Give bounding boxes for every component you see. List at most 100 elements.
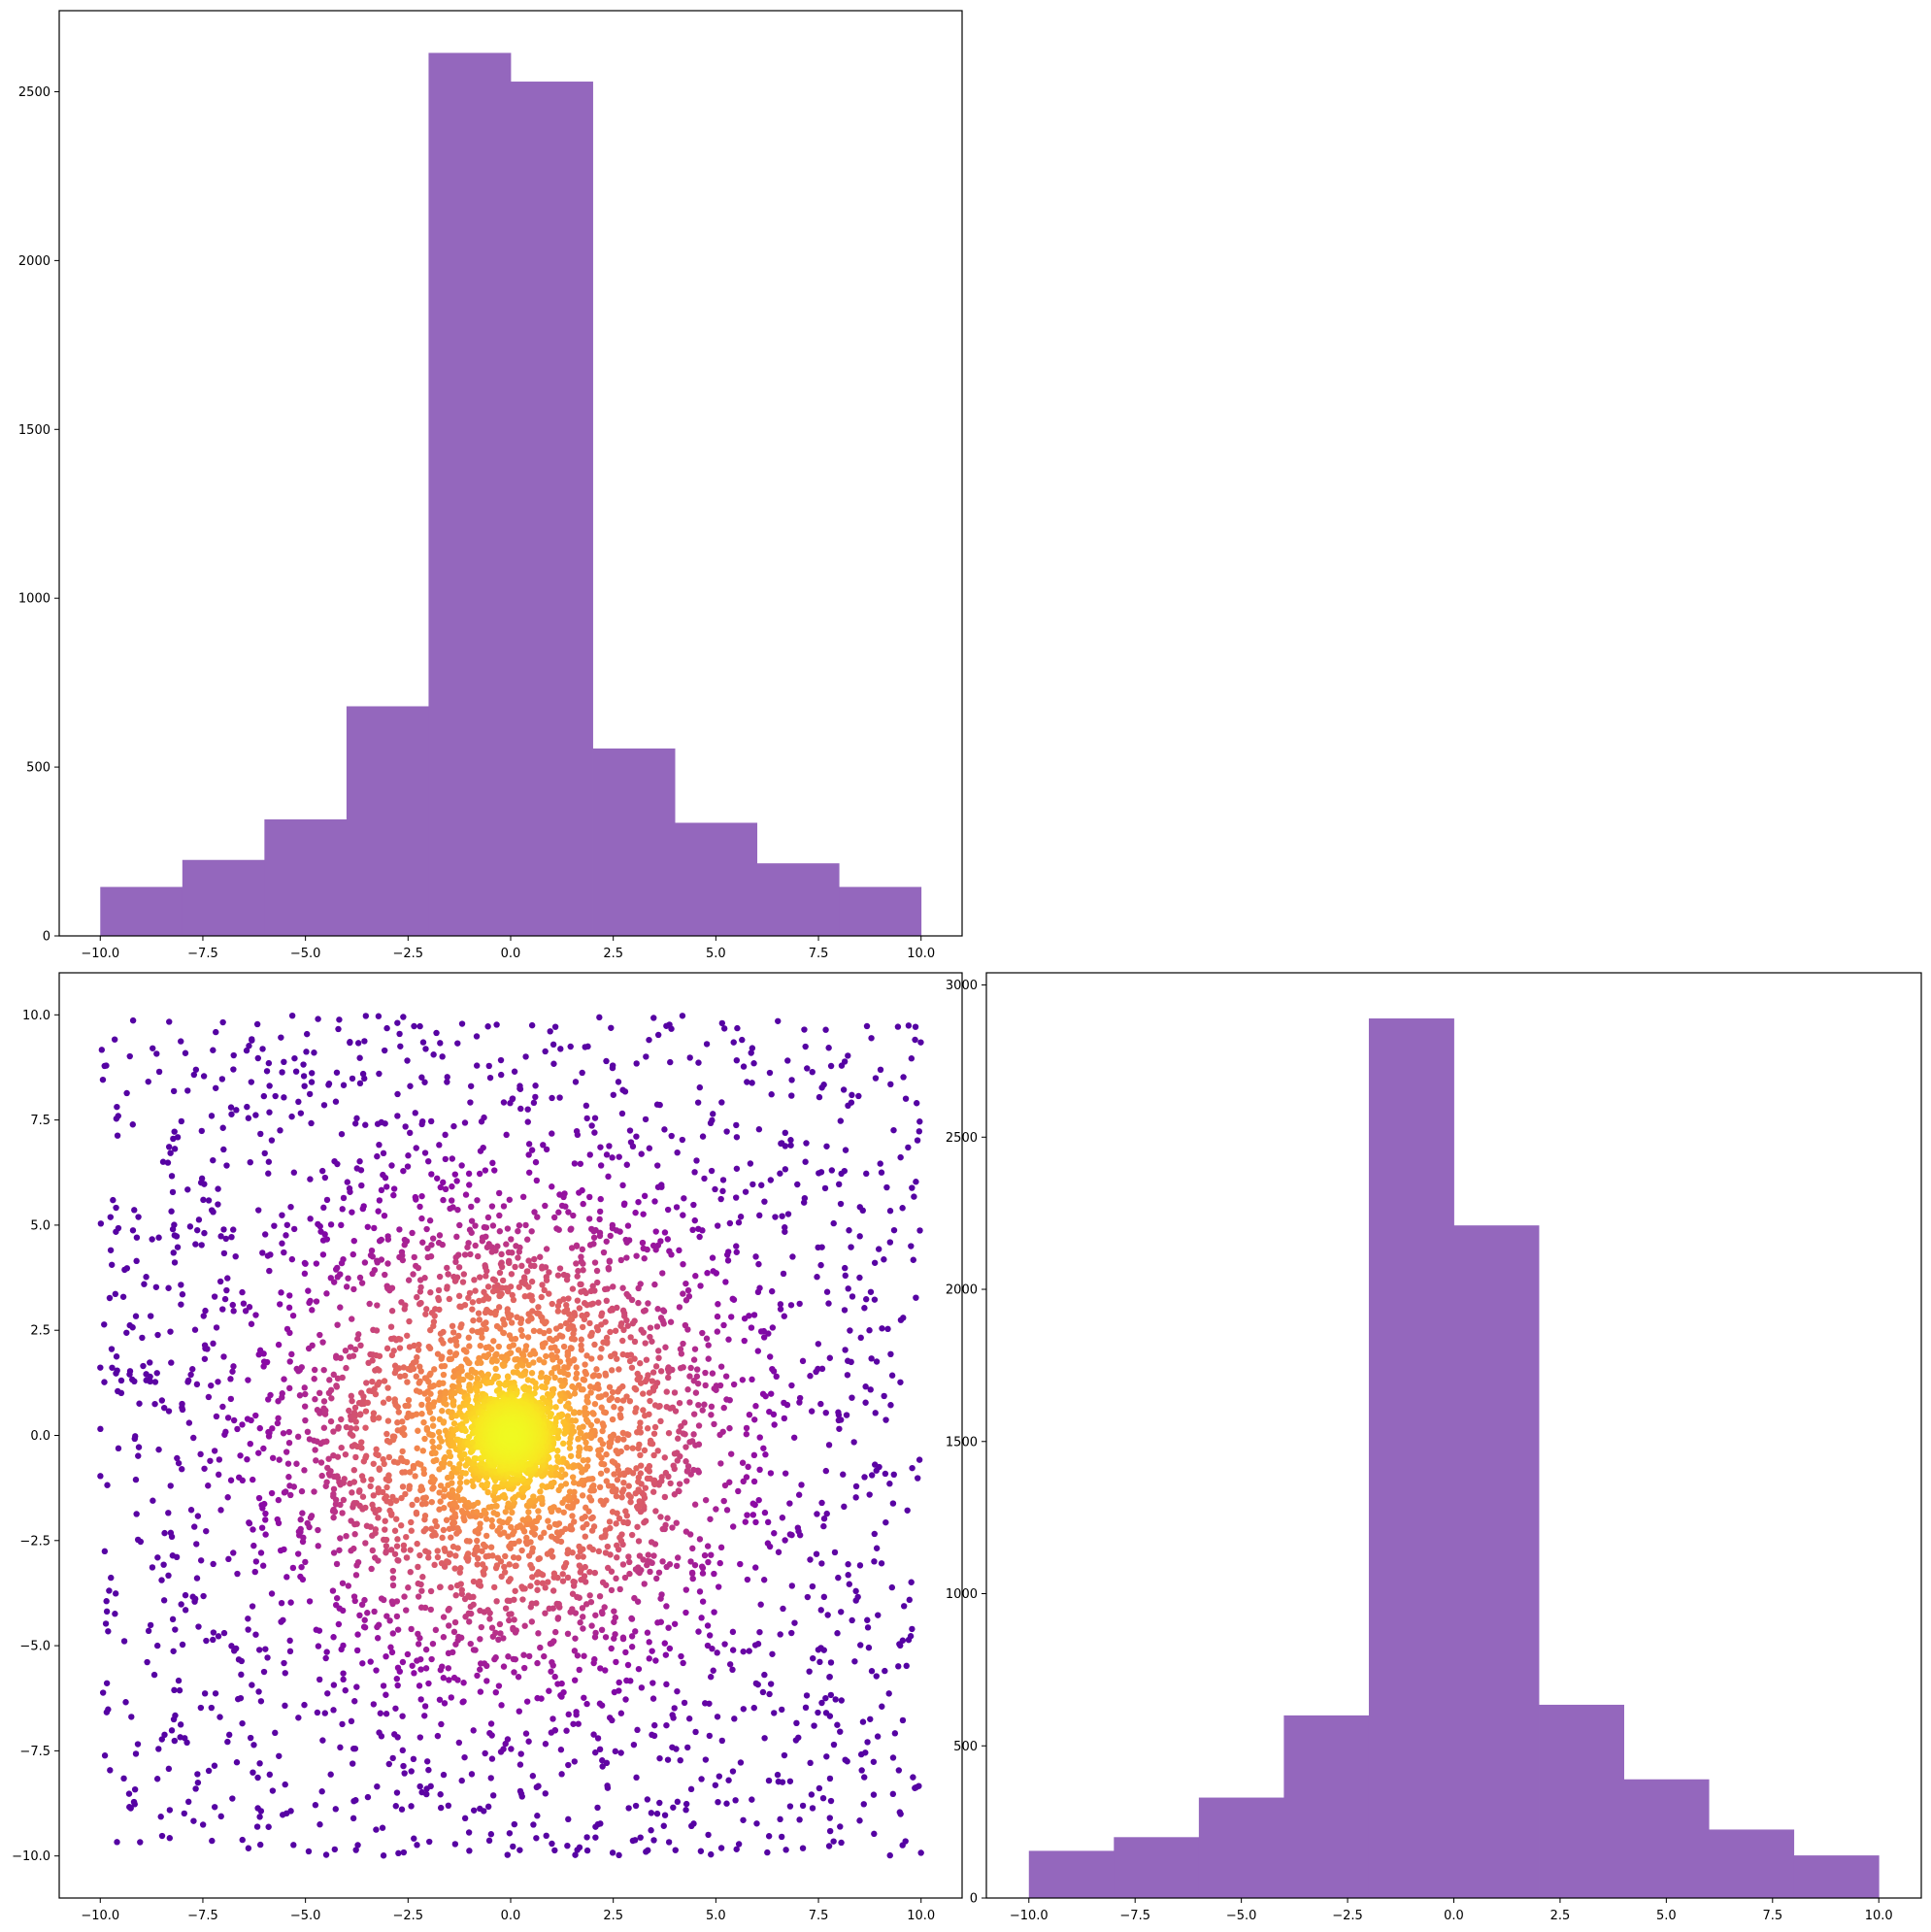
scatter-point — [541, 1529, 548, 1537]
scatter-point — [350, 1815, 357, 1822]
scatter-point — [283, 1449, 290, 1455]
scatter-point — [370, 1701, 378, 1708]
scatter-point — [205, 1767, 213, 1775]
scatter-point — [577, 1281, 583, 1288]
scatter-point — [195, 1216, 203, 1223]
scatter-point — [539, 1482, 546, 1489]
scatter-point — [548, 1533, 555, 1540]
scatter-point — [862, 1399, 869, 1406]
scatter-point — [261, 1149, 268, 1157]
scatter-point — [263, 1358, 271, 1366]
scatter-point — [510, 1296, 517, 1304]
scatter-point — [807, 1759, 814, 1767]
scatter-point — [809, 1582, 816, 1590]
scatter-point — [654, 1031, 662, 1039]
scatter-point — [398, 1806, 406, 1813]
scatter-point — [820, 1593, 828, 1601]
scatter-point — [407, 1129, 414, 1137]
scatter-point — [542, 1610, 549, 1616]
scatter-point — [663, 1681, 670, 1688]
scatter-point — [563, 1727, 570, 1734]
scatter-point — [668, 1025, 675, 1032]
scatter-point — [532, 1384, 540, 1391]
scatter-point — [581, 1652, 587, 1659]
scatter-point — [525, 1141, 533, 1148]
scatter-point — [363, 1380, 370, 1386]
scatter-point — [327, 1468, 334, 1475]
scatter-point — [860, 1801, 867, 1808]
scatter-point — [375, 1208, 382, 1215]
scatter-point — [438, 1438, 445, 1445]
scatter-point — [239, 1836, 246, 1844]
scatter-point — [321, 1231, 328, 1238]
scatter-point — [350, 1593, 358, 1600]
scatter-point — [767, 1470, 775, 1477]
scatter-point — [592, 1612, 599, 1618]
scatter-point — [635, 1445, 642, 1451]
scatter-point — [267, 1391, 274, 1399]
scatter-point — [575, 1720, 582, 1727]
scatter-point — [482, 1749, 488, 1757]
scatter-point — [746, 1412, 753, 1418]
scatter-point — [465, 1170, 473, 1178]
scatter-point — [399, 1448, 406, 1455]
scatter-point — [578, 1288, 584, 1295]
scatter-point — [569, 1549, 576, 1556]
scatter-point — [633, 1774, 640, 1782]
scatter-point — [576, 1449, 583, 1456]
scatter-point — [583, 1397, 590, 1405]
scatter-point — [668, 1251, 675, 1258]
scatter-point — [590, 1234, 598, 1241]
scatter-point — [294, 1433, 302, 1441]
scatter-point — [527, 1351, 534, 1358]
scatter-point — [382, 1517, 388, 1524]
scatter-point — [807, 1556, 814, 1563]
scatter-point — [184, 1377, 192, 1384]
scatter-point — [546, 1523, 553, 1531]
scatter-point — [358, 1182, 365, 1189]
scatter-point — [221, 1295, 229, 1303]
scatter-point — [594, 1804, 601, 1812]
scatter-point — [362, 1452, 370, 1459]
scatter-point — [870, 1758, 878, 1765]
scatter-point — [587, 1389, 594, 1396]
scatter-point — [767, 1681, 775, 1687]
scatter-point — [661, 1812, 669, 1818]
scatter-point — [457, 1323, 464, 1331]
scatter-point — [701, 1175, 708, 1183]
scatter-point — [353, 1520, 360, 1527]
scatter-point — [257, 1130, 264, 1138]
scatter-point — [545, 1579, 551, 1585]
scatter-point — [591, 1259, 599, 1266]
scatter-point — [135, 1444, 143, 1450]
scatter-point — [761, 1671, 768, 1679]
scatter-point — [201, 1465, 208, 1472]
scatter-point — [734, 1024, 741, 1032]
scatter-point — [583, 1371, 590, 1378]
scatter-point — [466, 1289, 474, 1297]
scatter-point — [816, 1784, 823, 1792]
top-hist-bar — [264, 819, 348, 936]
scatter-point — [570, 1462, 578, 1469]
scatter-point — [222, 1428, 229, 1436]
scatter-point — [603, 1478, 610, 1484]
scatter-point — [598, 1404, 605, 1411]
scatter-point — [220, 1226, 227, 1233]
scatter-point — [535, 1569, 542, 1576]
scatter-point — [883, 1183, 890, 1191]
scatter-point — [574, 1273, 581, 1280]
scatter-point — [492, 1688, 499, 1696]
scatter-point — [376, 1238, 383, 1245]
scatter-point — [879, 1703, 885, 1710]
scatter-point — [570, 1410, 578, 1416]
scatter-point — [571, 1758, 579, 1765]
scatter-point — [580, 1553, 586, 1560]
scatter-point — [486, 1616, 493, 1622]
scatter-point — [772, 1214, 779, 1220]
scatter-point — [913, 1294, 919, 1301]
scatter-point — [356, 1486, 363, 1494]
scatter-point — [807, 1373, 814, 1380]
scatter-point — [440, 1675, 448, 1682]
scatter-point — [192, 1066, 200, 1073]
scatter-point — [315, 1543, 321, 1549]
